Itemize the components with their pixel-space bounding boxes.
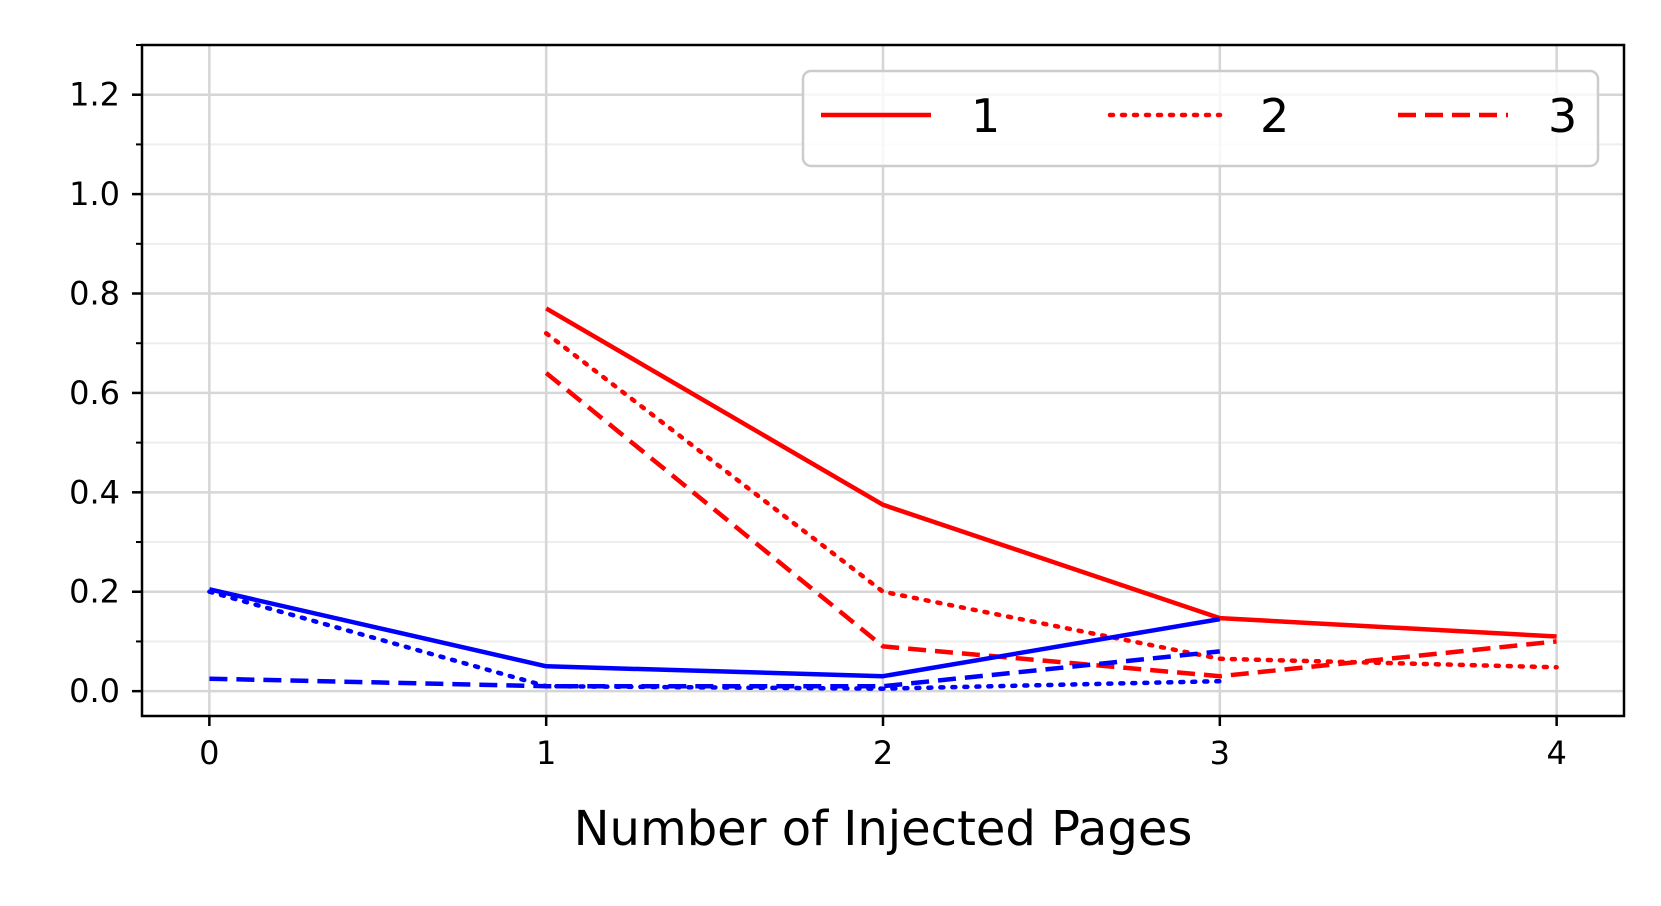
legend-label-1: 1 (971, 89, 1000, 143)
x-tick-label: 2 (873, 734, 893, 772)
series-line-blue-dashed (209, 649, 1221, 689)
series-line-blue-dotted (207, 589, 1223, 691)
y-tick-label: 0.2 (69, 573, 120, 611)
series-line-red-dotted (543, 331, 1559, 670)
axis-ticks: 0.0 0.2 0.4 0.6 0.8 1.0 1.2 0 1 2 3 4 (69, 44, 1567, 772)
y-tick-label: 0.6 (69, 374, 120, 412)
series-line-red-solid (545, 306, 1557, 639)
legend-label-3: 3 (1548, 89, 1577, 143)
x-tick-label: 0 (199, 734, 219, 772)
legend: 1 2 3 (801, 69, 1600, 168)
series-line-red-dashed (544, 371, 1557, 679)
series-line-blue-solid (208, 587, 1221, 679)
y-tick-label: 0.8 (69, 275, 120, 313)
legend-box (801, 69, 1600, 168)
y-tick-label: 1.0 (69, 175, 120, 213)
y-tick-label: 1.2 (69, 76, 120, 114)
y-tick-label: 0.4 (69, 473, 120, 511)
x-tick-label: 4 (1546, 734, 1566, 772)
y-tick-label: 0.0 (69, 672, 120, 710)
x-tick-label: 3 (1210, 734, 1230, 772)
series-group (207, 306, 1559, 691)
x-tick-label: 1 (536, 734, 556, 772)
legend-label-2: 2 (1260, 89, 1289, 143)
x-axis-label: Number of Injected Pages (574, 801, 1193, 857)
